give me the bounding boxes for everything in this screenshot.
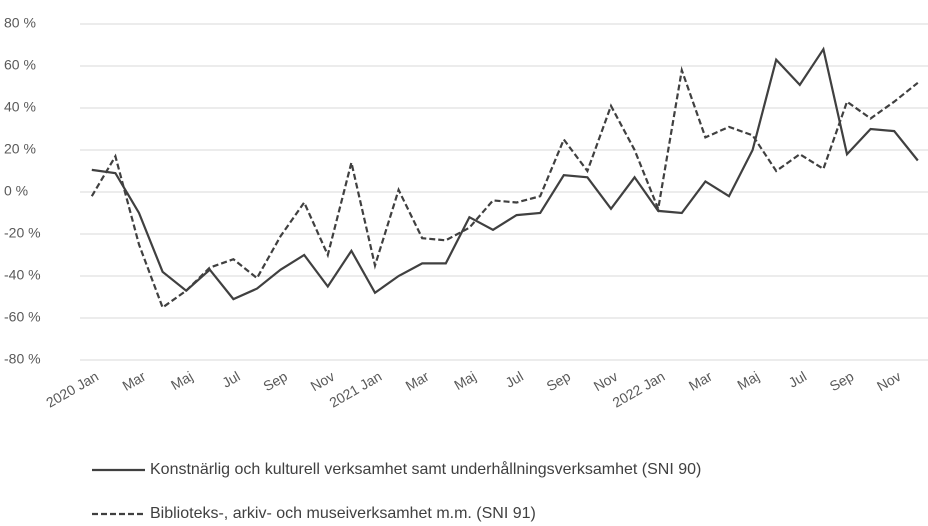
x-tick-label: Jul — [502, 368, 526, 391]
x-tick-label: 2022 Jan — [610, 368, 668, 411]
x-tick-label: Maj — [451, 368, 479, 393]
y-tick-label: -40 % — [4, 267, 41, 283]
y-tick-label: 80 % — [4, 15, 36, 31]
x-tick-label: Nov — [308, 368, 338, 394]
y-tick-label: -20 % — [4, 225, 41, 241]
series-line — [91, 46, 919, 301]
x-tick-label: Mar — [403, 368, 432, 394]
x-tick-label: Maj — [168, 368, 196, 393]
x-tick-label: Sep — [827, 368, 857, 394]
x-tick-label: Nov — [591, 368, 621, 394]
x-tick-label: Nov — [874, 368, 904, 394]
x-tick-label: Jul — [219, 368, 243, 391]
legend-label: Biblioteks-, arkiv- och museiverksamhet … — [150, 505, 536, 522]
x-tick-label: 2020 Jan — [43, 368, 101, 411]
legend-label: Konstnärlig och kulturell verksamhet sam… — [150, 460, 701, 478]
y-tick-label: 20 % — [4, 141, 36, 157]
y-tick-label: 40 % — [4, 99, 36, 115]
x-tick-label: Maj — [734, 368, 762, 393]
x-tick-label: Sep — [260, 368, 290, 394]
y-tick-label: 60 % — [4, 57, 36, 73]
x-tick-label: Jul — [786, 368, 810, 391]
y-tick-label: -60 % — [4, 309, 41, 325]
x-tick-label: Sep — [544, 368, 574, 394]
x-tick-label: Mar — [686, 368, 715, 394]
series-line — [90, 65, 919, 310]
x-tick-label: 2021 Jan — [326, 368, 384, 411]
x-tick-label: Mar — [119, 368, 148, 394]
y-tick-label: 0 % — [4, 183, 28, 199]
y-tick-label: -80 % — [4, 351, 41, 367]
